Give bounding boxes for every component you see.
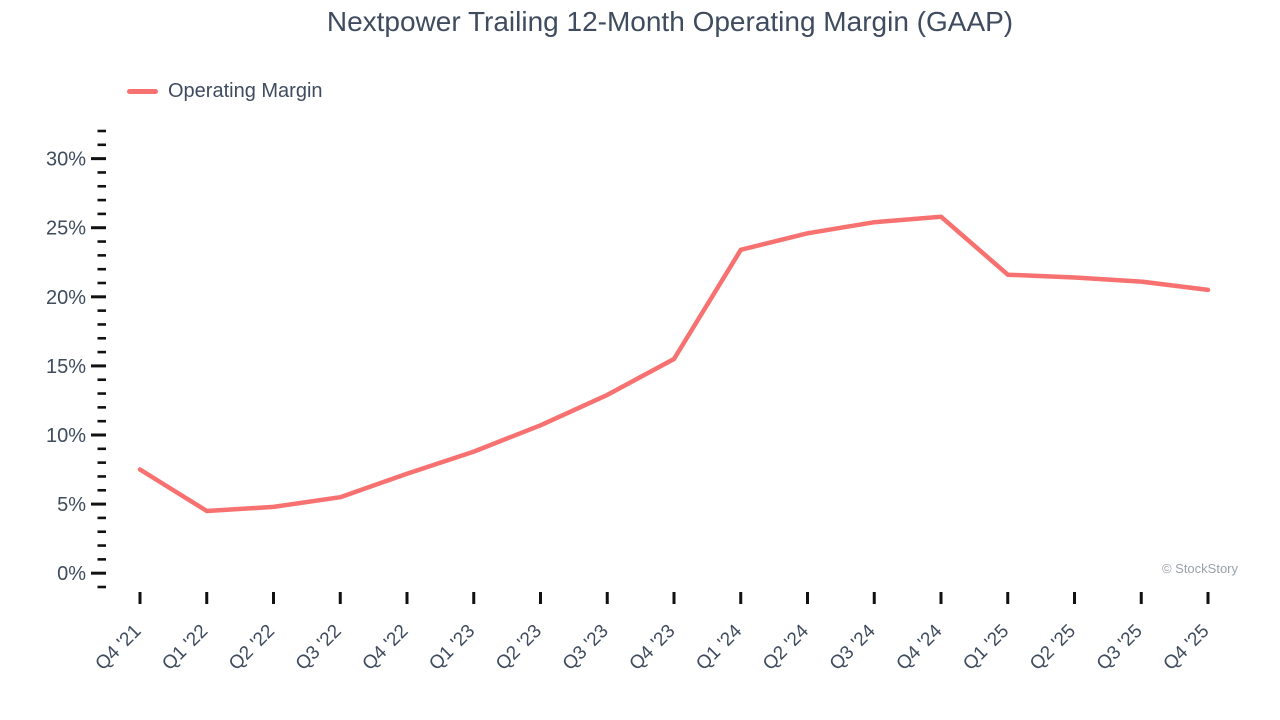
y-axis-label: 20% — [46, 287, 86, 309]
x-axis-label: Q2 '22 — [225, 621, 279, 675]
x-axis-label: Q1 '23 — [425, 621, 479, 675]
x-axis-label: Q4 '25 — [1160, 621, 1214, 675]
x-axis-label: Q4 '21 — [92, 621, 146, 675]
x-axis-label: Q1 '24 — [692, 620, 746, 674]
y-axis-label: 10% — [46, 425, 86, 447]
x-axis-label: Q2 '23 — [492, 621, 546, 675]
x-axis-label: Q3 '22 — [292, 621, 346, 675]
y-axis-label: 25% — [46, 218, 86, 240]
x-axis-label: Q1 '22 — [158, 621, 212, 675]
x-axis-label: Q3 '25 — [1093, 621, 1147, 675]
watermark: © StockStory — [1161, 561, 1238, 576]
x-axis-label: Q1 '25 — [959, 621, 1013, 675]
legend-line-swatch — [127, 89, 158, 94]
x-axis-label: Q4 '24 — [893, 620, 947, 674]
x-axis-label: Q4 '23 — [626, 621, 680, 675]
chart-title: Nextpower Trailing 12-Month Operating Ma… — [326, 6, 1014, 37]
y-axis-label: 15% — [46, 356, 86, 378]
y-axis-label: 5% — [57, 494, 86, 516]
x-axis-label: Q3 '24 — [826, 620, 880, 674]
x-axis-label: Q2 '24 — [759, 620, 813, 674]
x-axis-label: Q3 '23 — [559, 621, 613, 675]
legend: Operating Margin — [127, 80, 323, 103]
y-axis-label: 0% — [57, 563, 86, 585]
operating-margin-line — [137, 214, 1211, 514]
legend-label: Operating Margin — [168, 80, 323, 102]
y-axis-label: 30% — [46, 149, 86, 171]
x-axis-label: Q2 '25 — [1026, 621, 1080, 675]
x-axis-label: Q4 '22 — [359, 621, 413, 675]
